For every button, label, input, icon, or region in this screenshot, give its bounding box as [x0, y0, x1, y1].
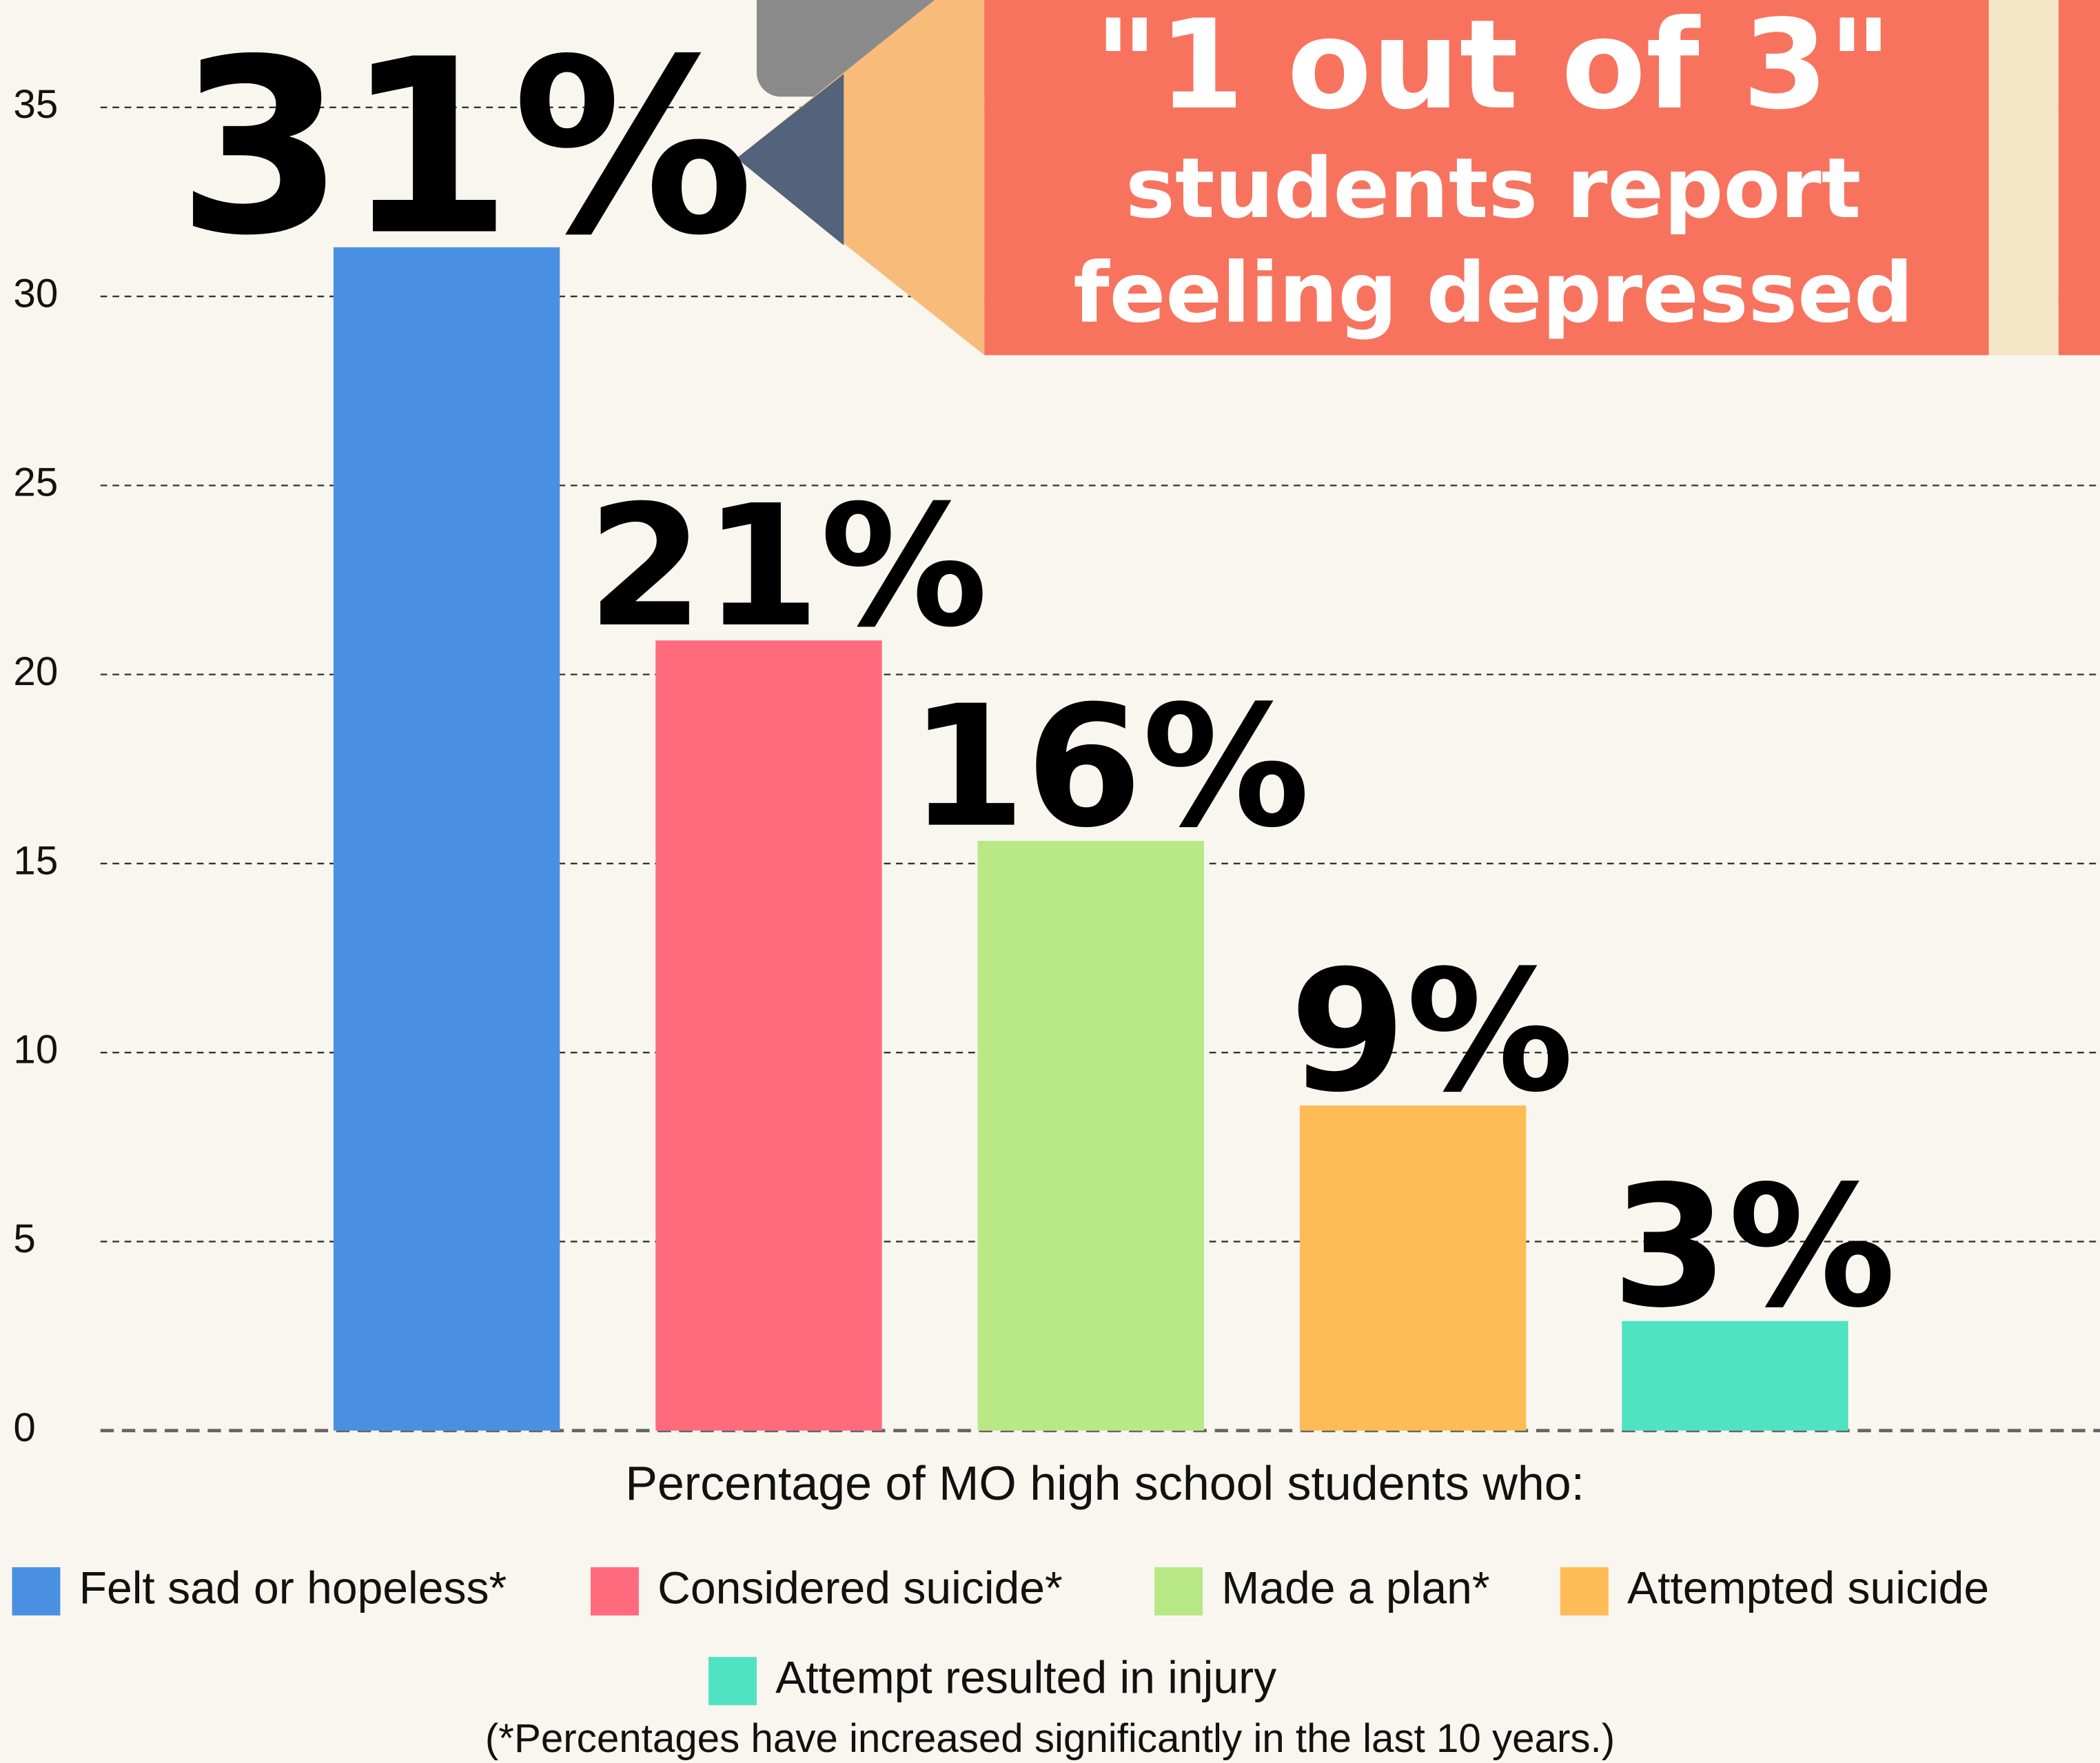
- value-label: 9%: [1289, 935, 1573, 1130]
- legend-label: Made a plan*: [1221, 1562, 1489, 1613]
- legend-swatch: [591, 1567, 639, 1616]
- bar: [334, 247, 560, 1431]
- footnote: (*Percentages have increased significant…: [485, 1716, 1615, 1761]
- value-label: 16%: [909, 671, 1309, 865]
- bar: [1300, 1105, 1526, 1431]
- y-tick-label: 35: [13, 82, 58, 127]
- y-tick-label: 20: [13, 649, 58, 694]
- value-label: 31%: [177, 8, 754, 288]
- value-label: 3%: [1611, 1150, 1895, 1345]
- legend-swatch: [1154, 1567, 1203, 1616]
- legend-swatch: [12, 1567, 60, 1616]
- y-tick-label: 15: [13, 838, 58, 883]
- legend-label: Attempted suicide: [1627, 1562, 1989, 1613]
- annotation-line: students report: [1125, 141, 1861, 237]
- legend-swatch: [1560, 1567, 1609, 1616]
- y-tick-label: 25: [13, 460, 58, 505]
- legend-label: Felt sad or hopeless*: [79, 1562, 507, 1613]
- chart: "1 out of 3" students report feeling dep…: [0, 0, 2100, 1763]
- pencil-band: [1989, 0, 2059, 355]
- y-tick-label: 10: [13, 1028, 58, 1072]
- y-tick-label: 0: [13, 1405, 35, 1450]
- annotation-line: feeling depressed: [1073, 245, 1913, 342]
- legend-swatch: [709, 1657, 757, 1705]
- y-tick-label: 5: [13, 1216, 35, 1261]
- bar: [978, 841, 1204, 1431]
- pencil-end: [2059, 0, 2100, 355]
- x-axis-label: Percentage of MO high school students wh…: [625, 1456, 1584, 1510]
- value-label: 21%: [587, 470, 988, 664]
- legend-label: Attempt resulted in injury: [775, 1653, 1276, 1704]
- bar: [655, 640, 881, 1430]
- legend-label: Considered suicide*: [657, 1562, 1063, 1613]
- y-tick-label: 30: [13, 271, 58, 316]
- annotation-headline: "1 out of 3": [1094, 0, 1893, 137]
